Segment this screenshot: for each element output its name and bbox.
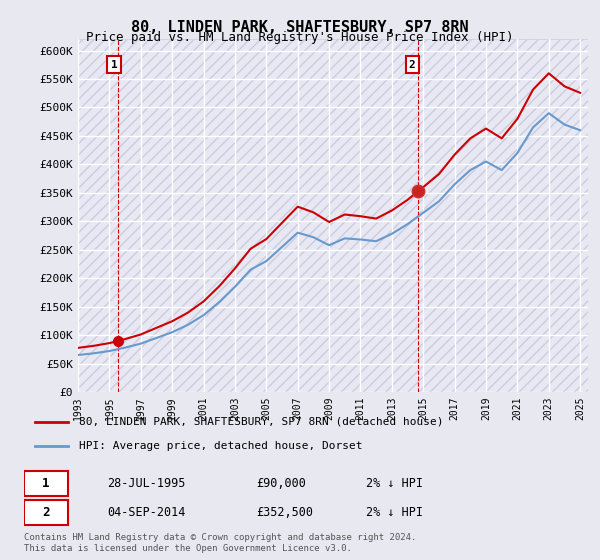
Text: 28-JUL-1995: 28-JUL-1995 [107,477,185,490]
Text: Contains HM Land Registry data © Crown copyright and database right 2024.
This d: Contains HM Land Registry data © Crown c… [24,533,416,553]
Text: 2% ↓ HPI: 2% ↓ HPI [366,506,423,519]
Text: 2: 2 [43,506,50,519]
Text: 1: 1 [43,477,50,490]
Text: 2% ↓ HPI: 2% ↓ HPI [366,477,423,490]
Text: 80, LINDEN PARK, SHAFTESBURY, SP7 8RN (detached house): 80, LINDEN PARK, SHAFTESBURY, SP7 8RN (d… [79,417,444,427]
Text: 2: 2 [409,60,416,70]
FancyBboxPatch shape [24,501,68,525]
FancyBboxPatch shape [24,472,68,496]
Text: £352,500: £352,500 [256,506,313,519]
Text: £90,000: £90,000 [256,477,306,490]
Text: HPI: Average price, detached house, Dorset: HPI: Average price, detached house, Dors… [79,441,362,451]
Text: 04-SEP-2014: 04-SEP-2014 [107,506,185,519]
Text: Price paid vs. HM Land Registry's House Price Index (HPI): Price paid vs. HM Land Registry's House … [86,31,514,44]
Text: 80, LINDEN PARK, SHAFTESBURY, SP7 8RN: 80, LINDEN PARK, SHAFTESBURY, SP7 8RN [131,20,469,35]
Text: 1: 1 [111,60,118,70]
